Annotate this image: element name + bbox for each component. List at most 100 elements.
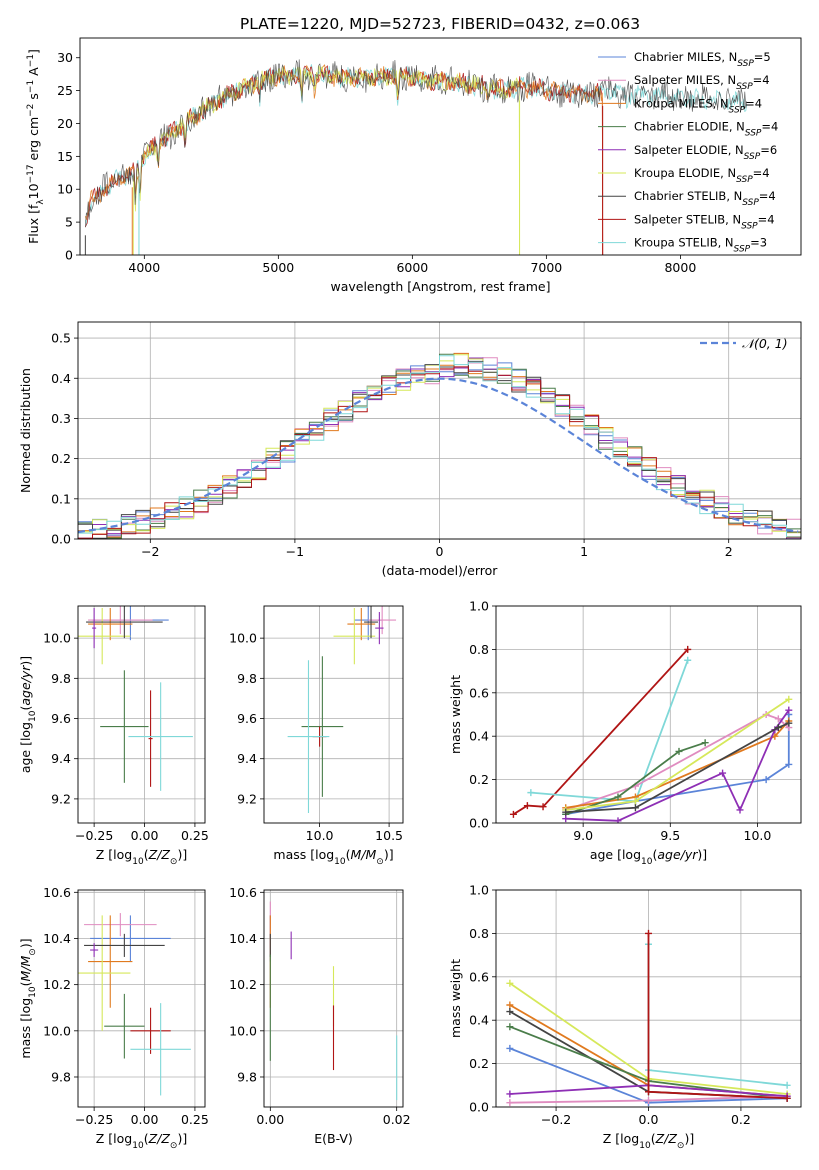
axes-frame xyxy=(263,605,404,824)
point-salpeter-stelib xyxy=(148,690,153,787)
plot-area xyxy=(509,645,793,823)
y-tick-label: 10.2 xyxy=(43,977,71,992)
series-salpeter-elodie xyxy=(562,706,793,823)
axes-frame xyxy=(495,889,802,1108)
plot-area xyxy=(78,913,191,1096)
marker xyxy=(506,1001,514,1009)
marker xyxy=(614,817,622,823)
series-line xyxy=(647,944,788,1087)
x-axis-label: E(B-V) xyxy=(314,1131,353,1146)
y-tick-label: 10.6 xyxy=(229,885,257,900)
point-kroupa-elodie xyxy=(78,608,131,665)
panel-residuals: −2 −1 0 1 2 0.0 0.1 0.2 0.3 0.4 0.5 (data-model)/er… xyxy=(18,321,802,578)
panel-weight-vs-age: 9.0 9.5 10.0 0.0 0.2 0.4 0.6 0.8 1.0 age [log10(a… xyxy=(448,599,802,867)
y-tick-label: 0.1 xyxy=(51,491,71,506)
x-tick-label: −0.25 xyxy=(75,1112,113,1127)
x-tick-label: 0.00 xyxy=(131,1112,159,1127)
x-tick-label: 2 xyxy=(725,544,733,559)
y-tick-label: 0 xyxy=(65,248,73,263)
legend-entry: Salpeter STELIB, NSSP=4 xyxy=(634,212,775,231)
y-tick-label: 0.4 xyxy=(469,1013,489,1028)
axes-frame xyxy=(77,605,206,824)
point-chabrier-elodie xyxy=(100,670,149,783)
spectrum-series-salpeter-stelib xyxy=(85,65,604,255)
y-tick-label: 0.6 xyxy=(469,685,489,700)
residuals-legend: 𝒩(0, 1) xyxy=(700,336,788,351)
y-tick-label: 9.6 xyxy=(237,711,257,726)
marker xyxy=(562,808,570,816)
x-axis-label: wavelength [Angstrom, rest frame] xyxy=(330,279,550,294)
series-line xyxy=(565,741,706,816)
legend-entry: Kroupa ELODIE, NSSP=4 xyxy=(634,166,770,185)
marker xyxy=(506,1090,514,1098)
x-tick-label: 7000 xyxy=(530,260,562,275)
y-axis-label: Flux [fλ10−17 erg cm−2 s−1 A−1] xyxy=(26,49,46,244)
x-tick-label: 0.25 xyxy=(181,828,209,843)
x-tick-label: 8000 xyxy=(664,260,696,275)
panel-mass-vs-EBV: 0.00 0.02 9.8 10.0 10.2 10.4 10.6 E(B-V) xyxy=(229,885,410,1146)
x-tick-label: 0.02 xyxy=(383,1112,411,1127)
series-chabrier-stelib xyxy=(562,719,793,816)
y-tick-label: 30 xyxy=(57,50,73,65)
y-tick-label: 25 xyxy=(57,83,73,98)
marker xyxy=(783,1081,791,1089)
marker xyxy=(645,929,652,937)
legend-entry: Salpeter MILES, NSSP=4 xyxy=(634,73,770,92)
point-salpeter-elodie xyxy=(90,943,99,957)
y-tick-label: 0.6 xyxy=(469,969,489,984)
marker xyxy=(506,1099,514,1107)
y-tick-label: 9.6 xyxy=(51,711,71,726)
legend-entry: Chabrier ELODIE, NSSP=4 xyxy=(634,120,778,139)
series-line xyxy=(512,648,689,816)
panel-spectrum: 4000 5000 6000 7000 8000 0 5 10 15 20 25 30 waveleng… xyxy=(26,37,802,294)
x-tick-label: 10.0 xyxy=(306,828,334,843)
y-tick-label: 0.8 xyxy=(469,642,489,657)
y-tick-label: 0.4 xyxy=(51,371,71,386)
x-tick-label: 10.0 xyxy=(744,828,772,843)
y-tick-label: 9.8 xyxy=(51,671,71,686)
y-tick-label: 0.0 xyxy=(51,532,71,547)
y-tick-label: 20 xyxy=(57,116,73,131)
y-axis-label: mass weight xyxy=(448,959,463,1038)
marker xyxy=(506,979,514,987)
plot-area xyxy=(84,59,748,255)
point-kroupa-elodie xyxy=(333,608,376,665)
y-tick-label: 15 xyxy=(57,149,73,164)
y-tick-label: 9.8 xyxy=(237,671,257,686)
spectrum-series-kroupa-stelib xyxy=(85,64,748,227)
marker xyxy=(527,789,535,797)
point-salpeter-miles xyxy=(88,606,153,635)
marker xyxy=(645,1088,652,1096)
x-tick-label: 9.5 xyxy=(660,828,680,843)
y-tick-label: 0.8 xyxy=(469,926,489,941)
y-tick-label: 5 xyxy=(65,215,73,230)
spectrum-series-kroupa-elodie xyxy=(133,65,520,255)
marker xyxy=(539,803,547,811)
x-tick-label: 0.0 xyxy=(639,1112,659,1127)
y-tick-label: 9.8 xyxy=(237,1069,257,1084)
point-kroupa-miles xyxy=(88,608,133,641)
point-chabrier-stelib xyxy=(84,933,165,957)
point-salpeter-elodie xyxy=(92,608,97,649)
axes-frame xyxy=(495,605,802,824)
plot-area xyxy=(78,352,801,539)
x-axis-label: (data-model)/error xyxy=(382,563,499,578)
axes-frame xyxy=(79,37,802,256)
x-tick-label: 0.25 xyxy=(181,1112,209,1127)
point-kroupa-stelib xyxy=(128,682,193,791)
y-axis-label: age [log10(age/yr)] xyxy=(18,656,38,773)
marker xyxy=(785,719,793,727)
y-tick-label: 10 xyxy=(57,182,73,197)
x-tick-label: −0.2 xyxy=(541,1112,571,1127)
point-salpeter-stelib xyxy=(130,1007,171,1054)
y-axis-label: Normed distribution xyxy=(18,368,33,493)
y-tick-label: 9.4 xyxy=(237,751,257,766)
series-salpeter-stelib xyxy=(509,645,692,818)
legend-entry: 𝒩(0, 1) xyxy=(742,336,788,351)
y-tick-label: 10.4 xyxy=(229,931,257,946)
y-tick-label: 10.0 xyxy=(43,631,71,646)
y-tick-label: 0.0 xyxy=(469,1100,489,1115)
marker xyxy=(736,806,744,814)
x-tick-label: 0.00 xyxy=(256,1112,284,1127)
